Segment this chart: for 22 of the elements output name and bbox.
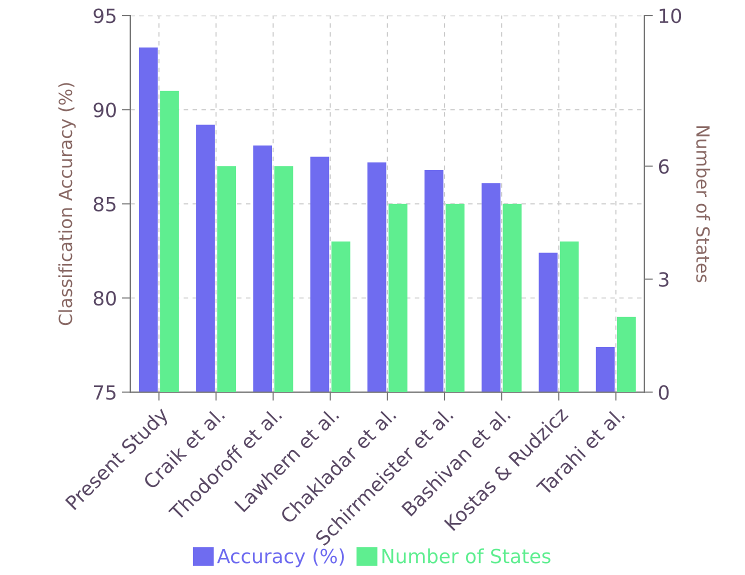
- legend-label: Accuracy (%): [217, 548, 344, 568]
- bar: [388, 204, 408, 392]
- bar: [446, 204, 465, 392]
- bar: [217, 166, 236, 392]
- y2-tick-label: 3: [659, 272, 668, 287]
- y2-tick-label: 0: [658, 385, 669, 400]
- y-tick-label: 90: [94, 102, 116, 118]
- y-tick-label: 75: [94, 385, 116, 400]
- y2-axis-title: Number of States: [696, 126, 710, 282]
- bar: [274, 166, 294, 392]
- bar: [617, 316, 636, 392]
- y2-tick-label: 6: [658, 159, 669, 174]
- y-tick-label: 85: [94, 196, 116, 212]
- legend-label: Number of States: [382, 548, 550, 564]
- y-axis-title: Classification Accuracy (%): [58, 83, 76, 326]
- bar: [560, 242, 579, 392]
- bar: [331, 242, 350, 392]
- bar: [160, 90, 179, 392]
- y-tick-label: 95: [94, 8, 116, 24]
- bar: [502, 204, 522, 392]
- y2-tick-label: 10: [660, 8, 682, 24]
- y-tick-label: 80: [94, 290, 116, 306]
